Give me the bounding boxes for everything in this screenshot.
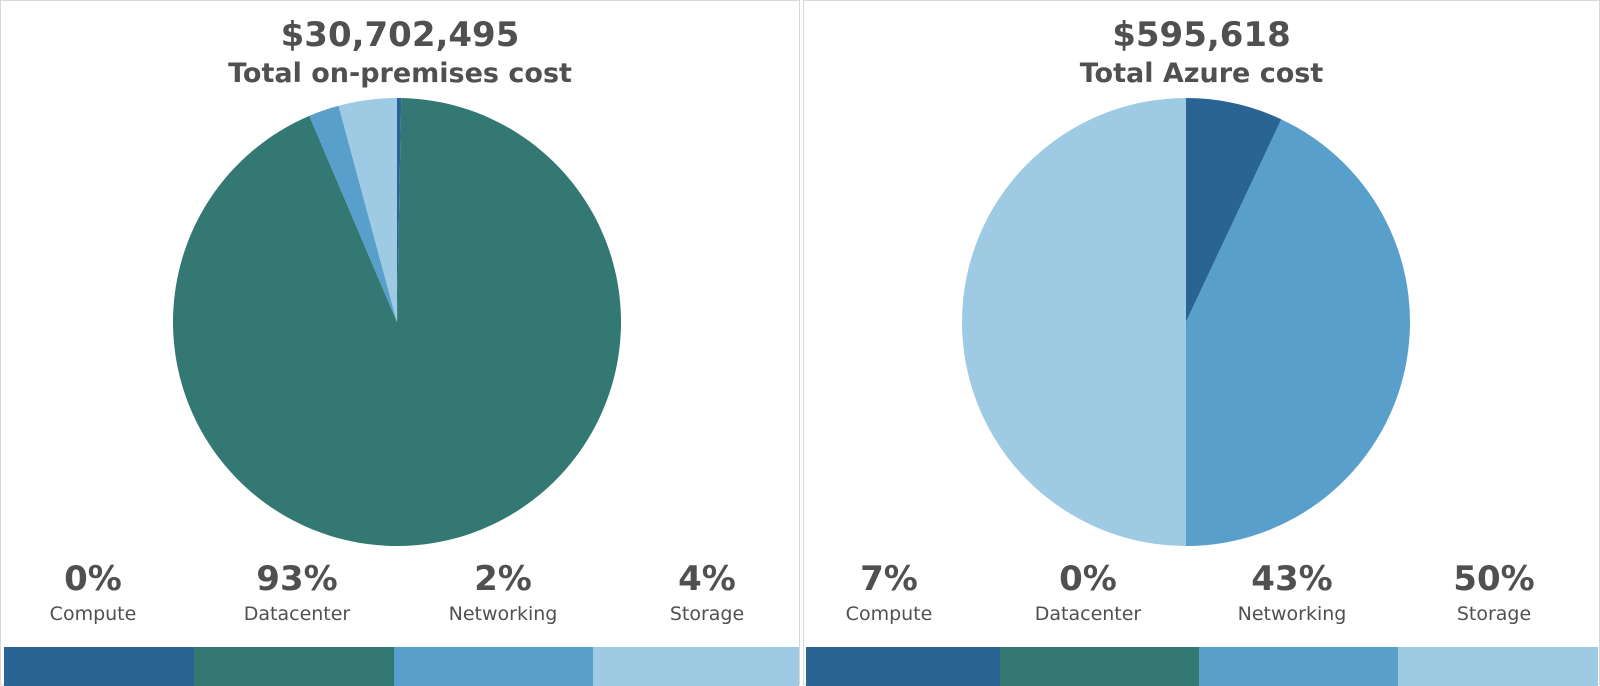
on-premises-legend-bar <box>4 647 799 686</box>
on-premises-pie-slice-compute <box>397 98 402 322</box>
azure-storage-percent: 50% <box>1453 559 1535 599</box>
on-premises-legend-swatch-compute <box>4 647 194 686</box>
azure-networking-percent: 43% <box>1251 559 1333 599</box>
azure-pie-chart <box>962 98 1411 547</box>
azure-stat-networking: 43% Networking <box>1207 559 1377 627</box>
on-premises-compute-label: Compute <box>49 603 137 625</box>
azure-legend-swatch-storage <box>1398 647 1598 686</box>
on-premises-datacenter-percent: 93% <box>256 559 338 599</box>
azure-stat-compute: 7% Compute <box>804 559 974 627</box>
azure-legend-swatch-compute <box>806 647 1000 686</box>
on-premises-stat-datacenter: 93% Datacenter <box>212 559 382 627</box>
azure-cost-panel: $595,618 Total Azure cost 7% Compute 0% … <box>803 0 1600 686</box>
on-premises-networking-percent: 2% <box>474 559 532 599</box>
on-premises-storage-percent: 4% <box>678 559 736 599</box>
on-premises-cost-panel: $30,702,495 Total on-premises cost 0% Co… <box>0 0 800 686</box>
on-premises-pie-slice-storage <box>338 98 397 322</box>
on-premises-networking-label: Networking <box>448 603 558 625</box>
on-premises-pie-chart <box>173 98 622 546</box>
on-premises-compute-percent: 0% <box>64 559 122 599</box>
on-premises-total-value: $30,702,495 <box>280 15 520 55</box>
azure-total-value: $595,618 <box>1112 15 1291 55</box>
azure-pie-slice-compute <box>1186 98 1282 322</box>
azure-compute-percent: 7% <box>860 559 918 599</box>
azure-title: Total Azure cost <box>1079 58 1324 89</box>
azure-legend-bar <box>806 647 1598 686</box>
azure-storage-label: Storage <box>1456 603 1532 625</box>
azure-stat-storage: 50% Storage <box>1409 559 1579 627</box>
on-premises-legend-swatch-storage <box>593 647 799 686</box>
azure-pie-slice-storage <box>962 98 1186 546</box>
on-premises-stat-networking: 2% Networking <box>418 559 588 627</box>
azure-networking-label: Networking <box>1237 603 1347 625</box>
on-premises-title: Total on-premises cost <box>228 58 572 89</box>
azure-legend-swatch-networking <box>1199 647 1398 686</box>
azure-legend-swatch-datacenter <box>1000 647 1199 686</box>
on-premises-pie-slice-networking <box>309 105 397 322</box>
on-premises-datacenter-label: Datacenter <box>243 603 351 625</box>
on-premises-storage-label: Storage <box>669 603 745 625</box>
on-premises-legend-swatch-datacenter <box>194 647 394 686</box>
azure-stat-datacenter: 0% Datacenter <box>1003 559 1173 627</box>
azure-datacenter-label: Datacenter <box>1034 603 1142 625</box>
on-premises-stat-storage: 4% Storage <box>622 559 792 627</box>
azure-compute-label: Compute <box>845 603 933 625</box>
on-premises-stat-compute: 0% Compute <box>8 559 178 627</box>
on-premises-pie-slice-datacenter <box>173 98 622 546</box>
azure-datacenter-percent: 0% <box>1059 559 1117 599</box>
azure-pie-slice-networking <box>1186 119 1411 547</box>
on-premises-legend-swatch-networking <box>394 647 593 686</box>
